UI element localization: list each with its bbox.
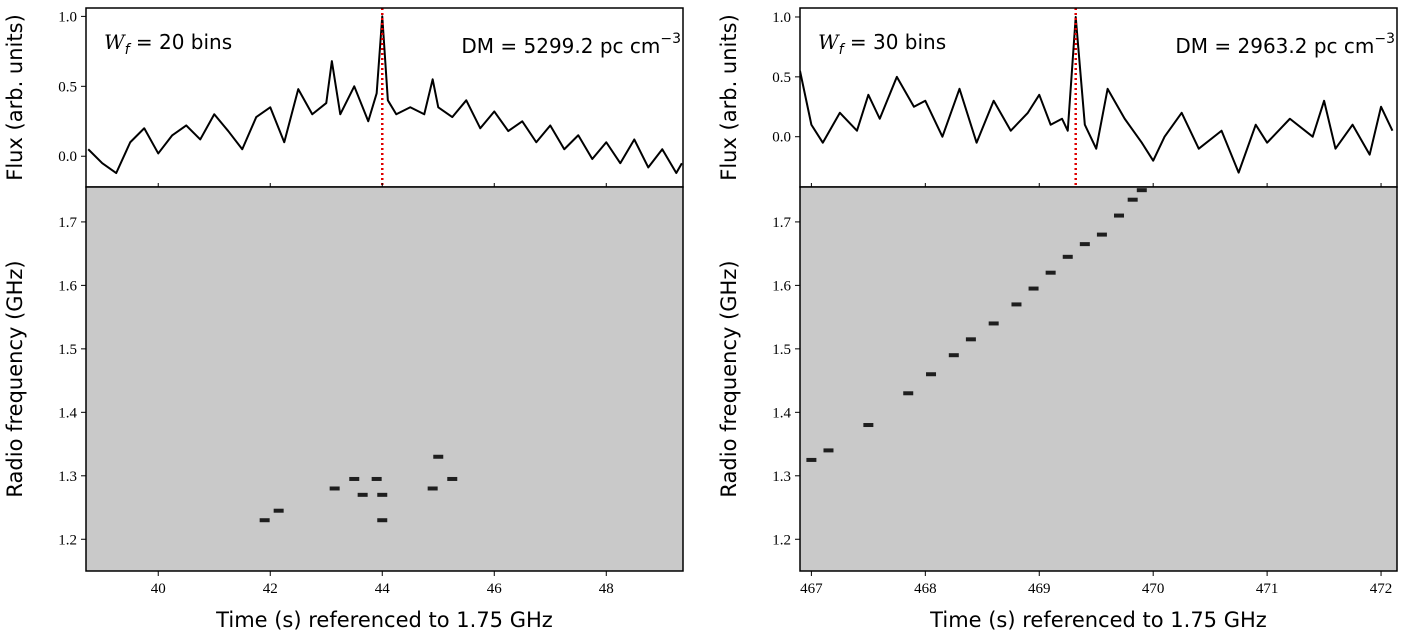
- pulse-dash: [329, 486, 340, 491]
- y-tick-label: 1.0: [58, 9, 77, 25]
- y-tick-label: 0.0: [772, 130, 791, 146]
- x-tick-label: 468: [914, 581, 937, 597]
- y-tick-label: 1.5: [772, 342, 791, 358]
- dm-text: DM = 2963.2 pc cm: [1175, 34, 1374, 58]
- pulse-dash: [823, 448, 834, 453]
- pulse-dash: [371, 476, 382, 481]
- pulse-dash: [1045, 270, 1056, 275]
- x-axis-label: Time (s) referenced to 1.75 GHz: [929, 608, 1267, 632]
- pulse-dash: [1136, 188, 1147, 193]
- pulse-dash: [1028, 286, 1039, 291]
- x-tick-label: 467: [800, 581, 823, 597]
- y-tick-label: 1.0: [772, 10, 791, 26]
- pulse-dash: [1114, 213, 1125, 218]
- pulse-dash: [357, 492, 368, 497]
- y-tick-label: 0.5: [772, 70, 791, 86]
- y-axis-label: Radio frequency (GHz): [3, 260, 27, 497]
- pulse-dash: [273, 508, 284, 513]
- y-axis-label: Radio frequency (GHz): [717, 260, 741, 497]
- y-tick-label: 0.5: [58, 79, 77, 95]
- y-axis-label: Flux (arb. units): [3, 14, 27, 181]
- pulse-dash: [447, 476, 458, 481]
- y-tick-label: 1.7: [772, 215, 791, 231]
- pulse-dash: [1127, 197, 1138, 202]
- width-text: = 20 bins: [130, 30, 233, 54]
- pulse-dash: [806, 457, 817, 462]
- flux-profile: [87, 15, 683, 175]
- x-tick-label: 469: [1028, 581, 1051, 597]
- plot-background: [800, 187, 1397, 571]
- flux-profile: [800, 15, 1394, 174]
- pulse-dash: [377, 492, 388, 497]
- y-tick-label: 1.6: [58, 278, 77, 294]
- y-tick-label: 1.2: [772, 532, 791, 548]
- x-tick-label: 42: [263, 581, 278, 597]
- pulse-dash: [903, 391, 914, 396]
- dm-annotation: DM = 2963.2 pc cm−3: [1175, 31, 1395, 58]
- dm-exponent: −3: [660, 31, 681, 47]
- axes-frame: [799, 186, 1398, 572]
- width-symbol: W: [818, 30, 840, 54]
- width-subscript: f: [125, 42, 132, 58]
- pulse-dash: [1079, 242, 1090, 247]
- pulse-dash: [1062, 254, 1073, 259]
- y-tick-label: 1.5: [58, 342, 77, 358]
- y-tick-label: 1.6: [772, 278, 791, 294]
- y-tick-label: 1.3: [772, 469, 791, 485]
- x-tick-label: 472: [1370, 581, 1393, 597]
- pulse-dash: [988, 321, 999, 326]
- pulse-dash: [863, 423, 874, 428]
- x-tick-label: 46: [487, 581, 503, 597]
- width-subscript: f: [839, 42, 846, 58]
- y-tick-label: 0.0: [58, 149, 77, 165]
- x-tick-label: 48: [599, 581, 614, 597]
- y-tick-label: 1.4: [58, 405, 77, 421]
- x-tick-label: 470: [1142, 581, 1165, 597]
- x-tick-label: 40: [151, 581, 166, 597]
- width-annotation: Wf = 30 bins: [818, 30, 946, 58]
- width-symbol: W: [104, 30, 126, 54]
- dm-exponent: −3: [1374, 31, 1395, 47]
- y-tick-label: 1.7: [58, 215, 77, 231]
- y-axis-label: Flux (arb. units): [717, 14, 741, 181]
- y-tick-label: 1.2: [58, 532, 77, 548]
- axes-frame: [85, 186, 684, 572]
- dm-annotation: DM = 5299.2 pc cm−3: [461, 31, 681, 58]
- plot-background: [86, 187, 683, 571]
- y-tick-label: 1.3: [58, 469, 77, 485]
- x-axis-label: Time (s) referenced to 1.75 GHz: [215, 608, 553, 632]
- pulse-dash: [965, 337, 976, 342]
- pulse-dash: [349, 476, 360, 481]
- pulse-dash: [377, 518, 388, 523]
- dm-text: DM = 5299.2 pc cm: [461, 34, 660, 58]
- pulse-dash: [926, 372, 937, 377]
- pulse-dash: [1011, 302, 1022, 307]
- width-annotation: Wf = 20 bins: [104, 30, 232, 58]
- y-tick-label: 1.4: [772, 405, 791, 421]
- pulse-dash: [1096, 232, 1107, 237]
- x-tick-label: 44: [375, 581, 391, 597]
- width-text: = 30 bins: [844, 30, 947, 54]
- pulse-dash: [427, 486, 438, 491]
- pulse-dash: [948, 353, 959, 358]
- pulse-dash: [433, 454, 444, 459]
- x-tick-label: 471: [1256, 581, 1279, 597]
- pulse-dash: [259, 518, 270, 523]
